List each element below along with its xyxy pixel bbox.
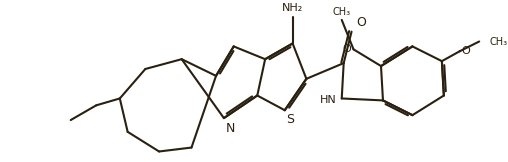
Text: S: S: [286, 113, 294, 126]
Text: O: O: [357, 16, 366, 29]
Text: O: O: [462, 46, 470, 56]
Text: CH₃: CH₃: [489, 36, 507, 46]
Text: HN: HN: [320, 95, 337, 105]
Text: O: O: [343, 44, 352, 54]
Text: CH₃: CH₃: [333, 7, 351, 17]
Text: N: N: [226, 122, 235, 135]
Text: NH₂: NH₂: [282, 3, 303, 13]
